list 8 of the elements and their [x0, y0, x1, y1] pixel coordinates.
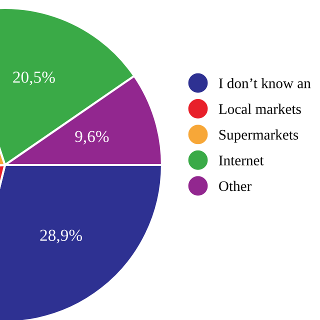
legend-label: I don’t know an — [218, 78, 311, 88]
data-label: 9,6% — [75, 130, 109, 145]
data-label: 20,5% — [13, 72, 55, 86]
data-label: 28,9% — [40, 230, 82, 244]
legend-label: Supermarkets — [219, 129, 298, 143]
legend-label: Local markets — [218, 104, 301, 114]
legend-label: Internet — [218, 156, 264, 166]
legend-label: Other — [219, 180, 252, 192]
